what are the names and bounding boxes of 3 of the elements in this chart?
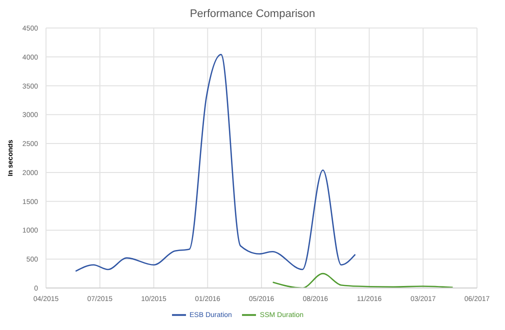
line-series	[74, 54, 356, 272]
chart-title: Performance Comparison	[188, 8, 316, 22]
line-series	[272, 272, 454, 288]
